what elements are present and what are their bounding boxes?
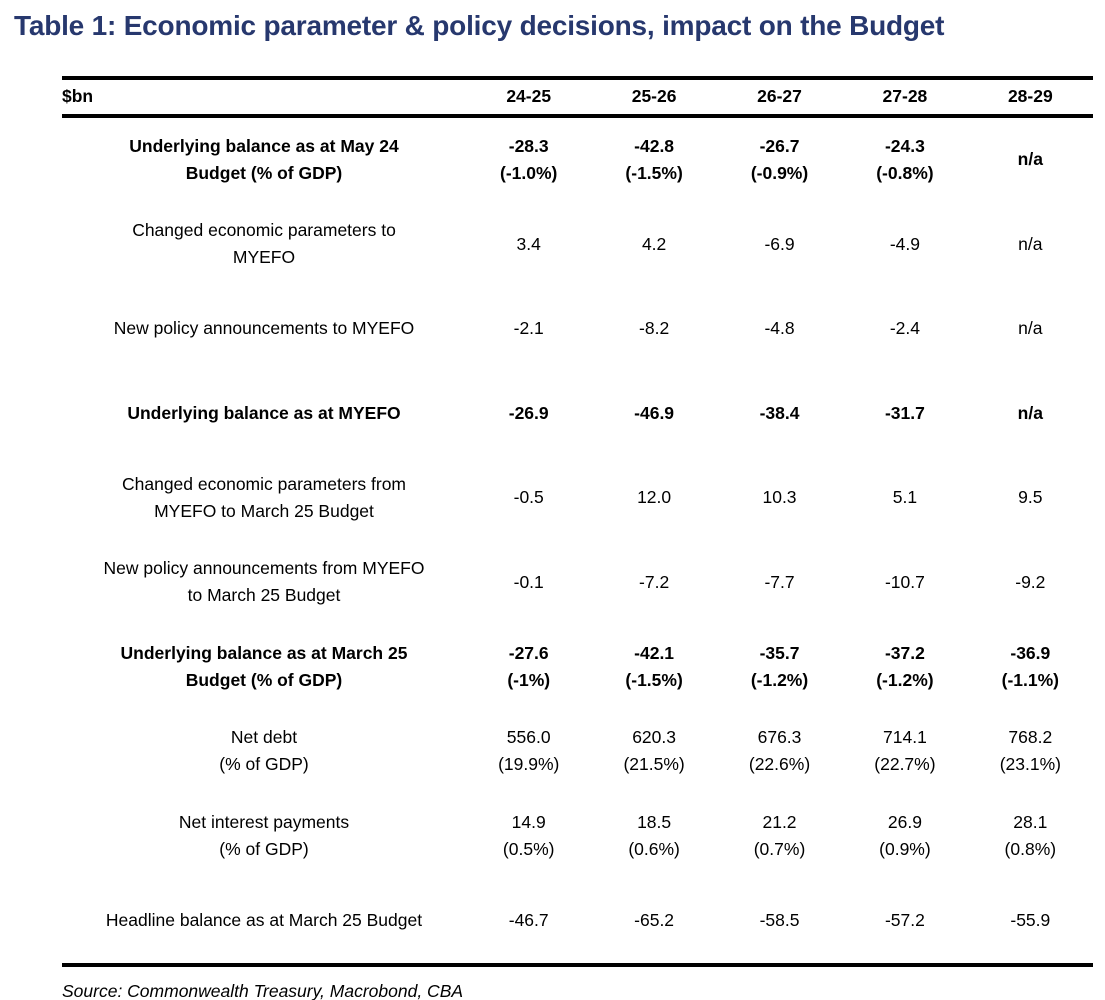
cell-value: -6.9 — [764, 233, 795, 254]
cell-value: 676.3 (22.6%) — [748, 727, 811, 775]
cell-value: -10.7 — [884, 571, 925, 592]
table-row: New policy announcements from MYEFO to M… — [62, 540, 1093, 625]
cell-value: 5.1 — [892, 487, 918, 508]
cell-value: -26.7 (-0.9%) — [750, 135, 809, 183]
column-header-year-1: 24-25 — [506, 86, 552, 107]
row-label: Changed economic parameters to MYEFO — [132, 220, 396, 268]
cell-value: -2.4 — [889, 318, 920, 339]
cell-value: -57.2 — [884, 909, 925, 930]
table-body: Underlying balance as at May 24 Budget (… — [62, 118, 1093, 967]
cell-value: 12.0 — [637, 487, 672, 508]
cell-value: -55.9 — [1010, 909, 1051, 930]
cell-value: n/a — [1017, 149, 1043, 170]
column-header-unit: $bn — [62, 86, 94, 107]
cell-value: -26.9 — [508, 402, 549, 423]
cell-value: -42.8 (-1.5%) — [625, 135, 683, 183]
cell-value: -46.7 — [508, 909, 549, 930]
table-title: Table 1: Economic parameter & policy dec… — [14, 10, 945, 41]
cell-value: 714.1 (22.7%) — [874, 727, 936, 775]
cell-value: 21.2 (0.7%) — [753, 811, 806, 859]
cell-value: 4.2 — [641, 233, 667, 254]
table-row: New policy announcements to MYEFO -2.1 -8.… — [62, 287, 1093, 372]
column-header-year-2: 25-26 — [631, 86, 677, 107]
cell-value: -58.5 — [759, 909, 800, 930]
row-label: Underlying balance as at March 25 Budget… — [120, 642, 408, 690]
row-label: Underlying balance as at May 24 Budget (… — [129, 135, 399, 183]
cell-value: -7.2 — [639, 571, 670, 592]
cell-value: -42.1 (-1.5%) — [625, 642, 683, 690]
cell-value: -28.3 (-1.0%) — [500, 135, 558, 183]
table-row: Underlying balance as at MYEFO -26.9 -46.9… — [62, 371, 1093, 456]
cell-value: -24.3 (-0.8%) — [876, 135, 934, 183]
budget-table: $bn 24-25 25-26 26-27 27-28 28-29 Underl… — [62, 75, 1093, 967]
cell-value: 28.1 (0.8%) — [1004, 811, 1057, 859]
cell-value: 14.9 (0.5%) — [502, 811, 555, 859]
row-label: Net interest payments (% of GDP) — [178, 811, 350, 859]
cell-value: -46.9 — [634, 402, 675, 423]
table-row: Net interest payments (% of GDP) 14.9 (0.… — [62, 794, 1093, 879]
cell-value: n/a — [1018, 233, 1043, 254]
row-label: New policy announcements to MYEFO — [113, 318, 415, 339]
cell-value: -7.7 — [764, 571, 795, 592]
cell-value: n/a — [1018, 318, 1043, 339]
cell-value: -36.9 (-1.1%) — [1001, 642, 1060, 690]
table-row: Headline balance as at March 25 Budget -4… — [62, 878, 1093, 963]
source-note: Source: Commonwealth Treasury, Macrobond… — [62, 980, 464, 1000]
table-row: Changed economic parameters from MYEFO t… — [62, 456, 1093, 541]
column-header-year-3: 26-27 — [757, 86, 802, 107]
cell-value: -27.6 (-1%) — [507, 642, 551, 690]
cell-value: -4.9 — [889, 233, 920, 254]
column-header-year-5: 28-29 — [1007, 86, 1053, 107]
cell-value: -65.2 — [634, 909, 675, 930]
cell-value: 768.2 (23.1%) — [999, 727, 1061, 775]
cell-value: 18.5 (0.6%) — [628, 811, 680, 859]
cell-value: -2.1 — [513, 318, 544, 339]
cell-value: 10.3 — [762, 487, 797, 508]
cell-value: -0.5 — [513, 487, 544, 508]
cell-value: -38.4 — [759, 402, 800, 423]
table-row: Underlying balance as at May 24 Budget (… — [62, 118, 1093, 203]
row-label: New policy announcements from MYEFO to M… — [103, 558, 425, 606]
cell-value: n/a — [1017, 402, 1043, 423]
cell-value: -35.7 (-1.2%) — [750, 642, 809, 690]
cell-value: -31.7 — [884, 402, 925, 423]
cell-value: -8.2 — [639, 318, 670, 339]
row-label: Changed economic parameters from MYEFO t… — [121, 473, 407, 521]
cell-value: 26.9 (0.9%) — [879, 811, 931, 859]
table-header-row: $bn 24-25 25-26 26-27 27-28 28-29 — [62, 75, 1093, 118]
cell-value: 620.3 (21.5%) — [623, 727, 685, 775]
cell-value: 9.5 — [1018, 487, 1043, 508]
table-row: Net debt (% of GDP) 556.0 (19.9%) 620.3 (2… — [62, 709, 1093, 794]
row-label: Headline balance as at March 25 Budget — [105, 909, 423, 930]
table-row: Underlying balance as at March 25 Budget… — [62, 625, 1093, 710]
row-label: Underlying balance as at MYEFO — [127, 402, 401, 423]
cell-value: -4.8 — [764, 318, 795, 339]
row-label: Net debt (% of GDP) — [219, 727, 309, 775]
cell-value: 3.4 — [516, 233, 541, 254]
cell-value: -9.2 — [1015, 571, 1046, 592]
column-header-year-4: 27-28 — [882, 86, 928, 107]
cell-value: -0.1 — [513, 571, 544, 592]
cell-value: 556.0 (19.9%) — [498, 727, 560, 775]
table-row: Changed economic parameters to MYEFO 3.4 4… — [62, 202, 1093, 287]
cell-value: -37.2 (-1.2%) — [876, 642, 934, 690]
